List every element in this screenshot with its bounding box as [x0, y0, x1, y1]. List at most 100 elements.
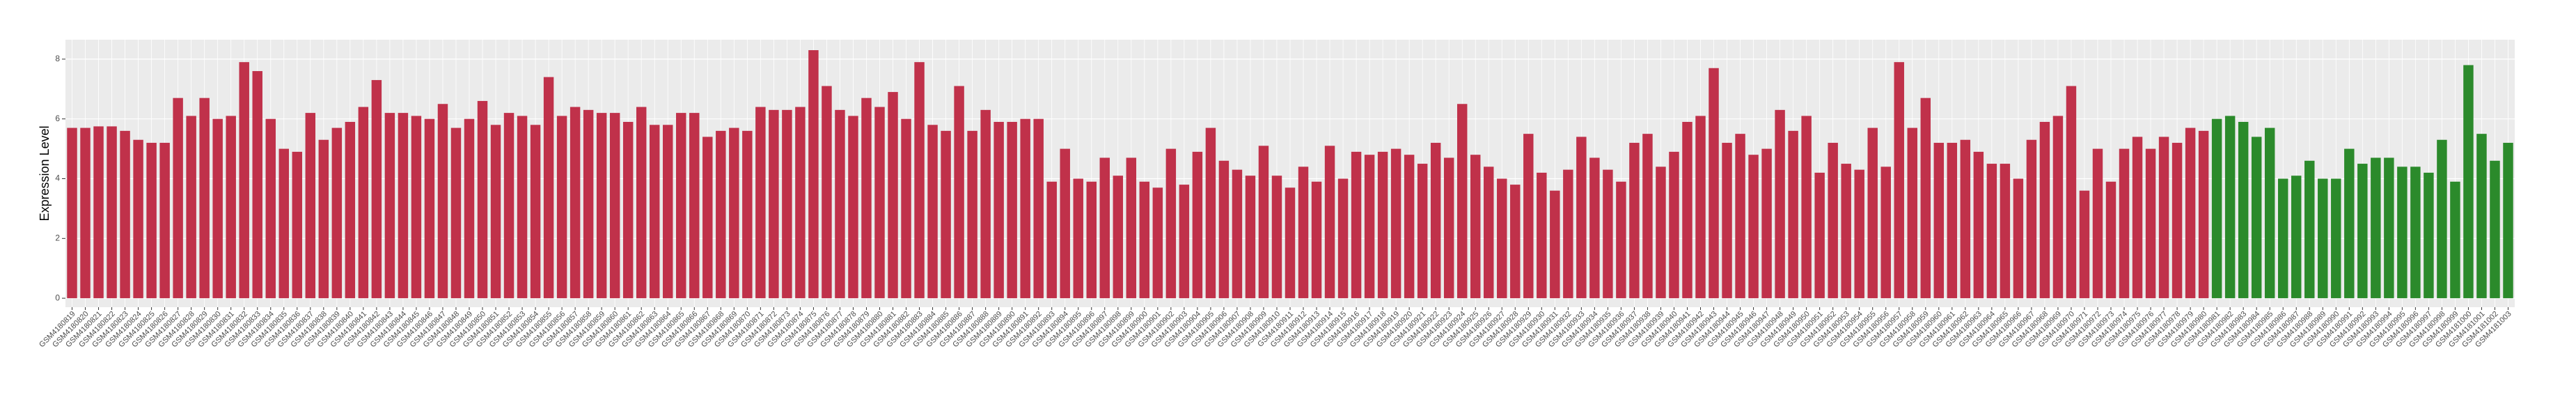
y-axis-title: Expression Level: [38, 125, 52, 221]
y-tick-label: 0: [55, 293, 60, 302]
bar: [2145, 148, 2156, 299]
bar: [795, 107, 806, 299]
bar: [1828, 143, 1838, 299]
y-tick-label: 8: [55, 54, 60, 63]
bar: [676, 113, 686, 299]
bar: [2397, 166, 2408, 299]
bar: [596, 113, 607, 299]
bar: [2410, 166, 2421, 299]
bar: [1285, 187, 1296, 299]
y-tick-label: 4: [55, 173, 60, 183]
bar: [2171, 143, 2183, 299]
bar: [305, 113, 316, 299]
bar: [2039, 121, 2050, 299]
bar: [1748, 155, 1759, 299]
bar: [1537, 172, 1547, 299]
bar: [2304, 160, 2315, 299]
bar: [358, 107, 369, 299]
bar: [941, 130, 951, 299]
bar: [424, 118, 435, 299]
bar: [1033, 118, 1044, 299]
bar: [1894, 62, 1904, 299]
bar: [609, 113, 620, 299]
bar: [1404, 155, 1415, 299]
bar: [2185, 127, 2196, 299]
bar: [1523, 134, 1534, 299]
bar: [503, 113, 515, 299]
bar: [226, 116, 236, 299]
bar: [2344, 148, 2355, 299]
bar: [517, 116, 528, 299]
bar: [1165, 148, 1177, 299]
bar: [292, 151, 303, 299]
bar: [769, 109, 779, 299]
bar: [2424, 172, 2434, 299]
bar: [808, 50, 819, 299]
bar: [1642, 134, 1653, 299]
bar: [411, 116, 422, 299]
bar: [742, 130, 753, 299]
bar: [437, 104, 448, 299]
bar: [1854, 169, 1864, 299]
bar: [2384, 157, 2394, 299]
bar: [954, 86, 964, 299]
bar: [1020, 118, 1030, 299]
bar: [464, 118, 475, 299]
bar: [1364, 155, 1375, 299]
bar: [663, 125, 673, 299]
bar: [67, 127, 77, 299]
bar: [1801, 116, 1812, 299]
bar: [239, 62, 249, 299]
bar: [755, 107, 766, 299]
bar: [1245, 176, 1256, 299]
bar: [1046, 181, 1057, 299]
bar: [1960, 139, 1971, 299]
bar: [1192, 151, 1203, 299]
bar: [265, 118, 276, 299]
bar: [1390, 148, 1401, 299]
bar: [1616, 181, 1626, 299]
bar: [1656, 166, 1666, 299]
bar: [1682, 121, 1693, 299]
bar: [1629, 143, 1640, 299]
bar: [2371, 157, 2381, 299]
bar: [1007, 121, 1017, 299]
bar: [371, 79, 382, 299]
bar: [2463, 65, 2474, 299]
bar: [1550, 190, 1560, 299]
bar: [80, 127, 91, 299]
bar: [2503, 143, 2513, 299]
bar: [199, 98, 210, 299]
bar: [1841, 164, 1851, 299]
bar: [570, 107, 581, 299]
bar: [1417, 164, 1428, 299]
bar: [1933, 143, 1945, 299]
bar: [649, 125, 660, 299]
bar: [1258, 146, 1269, 299]
bar: [1298, 166, 1309, 299]
bar: [861, 98, 872, 299]
bar: [2026, 139, 2037, 299]
bar: [1073, 178, 1083, 299]
bar: [1099, 157, 1110, 299]
bar: [2476, 134, 2487, 299]
bar: [120, 130, 130, 299]
bar: [556, 116, 567, 299]
bar: [1563, 169, 1573, 299]
bar: [173, 98, 183, 299]
bar: [1814, 172, 1825, 299]
bar: [1880, 166, 1891, 299]
bar: [1497, 178, 1507, 299]
bar: [1484, 166, 1494, 299]
bar: [2013, 178, 2024, 299]
bar: [2437, 139, 2447, 299]
bar: [2224, 116, 2236, 299]
bar: [1430, 143, 1441, 299]
bar: [583, 109, 594, 299]
bar: [1456, 104, 1468, 299]
bar: [835, 109, 845, 299]
bar: [1179, 185, 1190, 299]
bar: [1337, 178, 1349, 299]
bar: [1126, 157, 1137, 299]
